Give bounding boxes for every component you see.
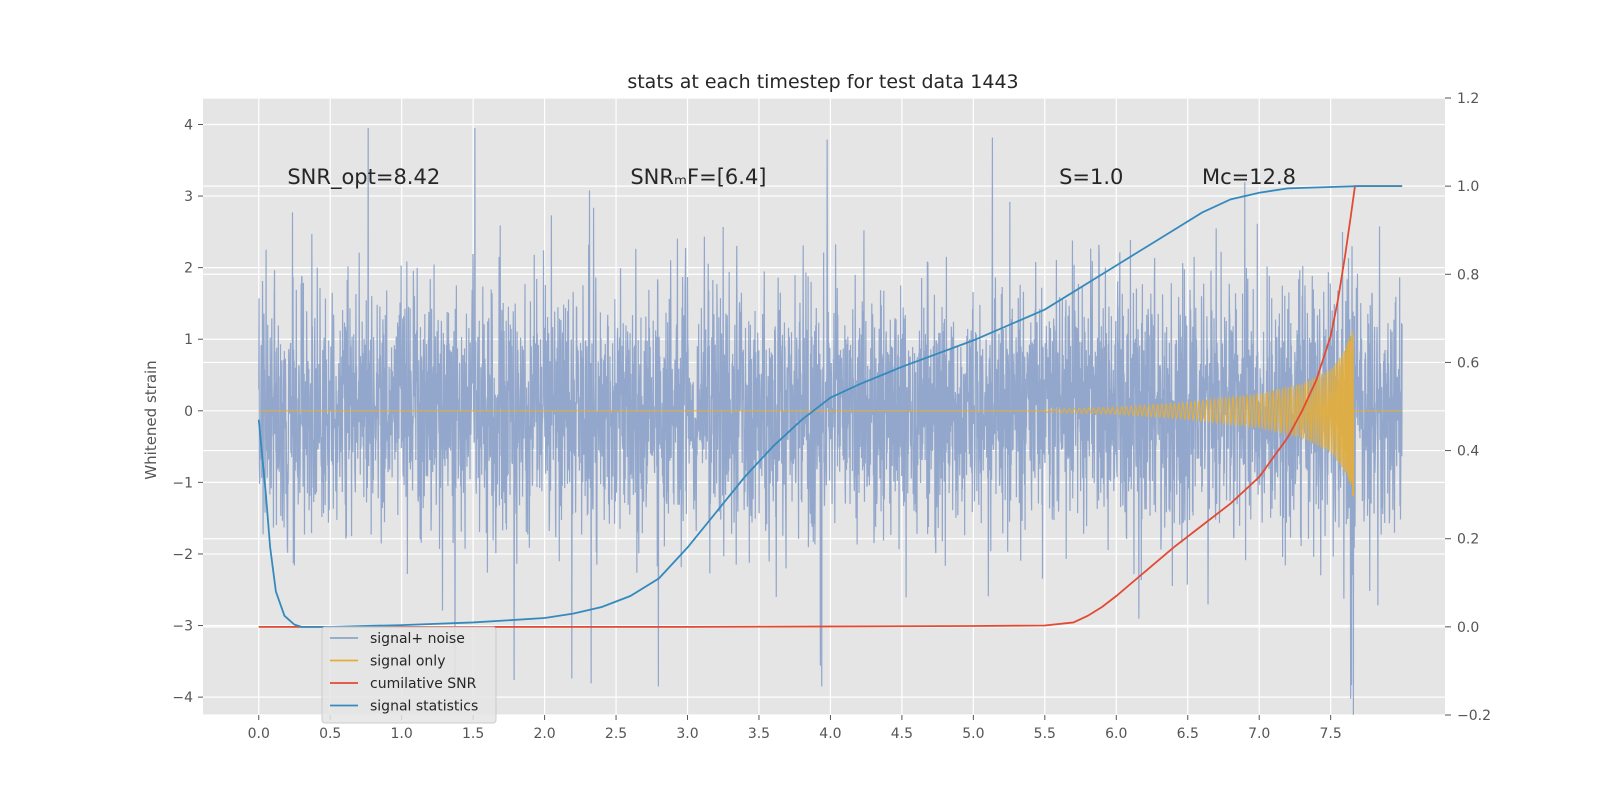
x-tick-label: 4.0: [819, 726, 841, 742]
x-tick-label: 7.5: [1320, 726, 1342, 742]
y-tick-label: 1: [184, 332, 193, 348]
y-tick-label: −1: [172, 475, 193, 491]
x-tick-label: 3.5: [748, 726, 770, 742]
series-signal-statistics-line: [257, 185, 1403, 628]
y-tick-label: 2: [184, 261, 193, 277]
x-tick-label: 0.0: [248, 726, 270, 742]
y2-tick-label: 0.0: [1457, 620, 1479, 636]
y2-tick-label: 0.4: [1457, 444, 1479, 460]
x-tick-label: 5.5: [1034, 726, 1056, 742]
annotation-snr-opt: SNR_opt=8.42: [287, 165, 440, 190]
annotations: SNR_opt=8.42 SNRₘF=[6.4] S=1.0 Mc=12.8: [287, 165, 1296, 190]
y2-tick-label: 0.8: [1457, 267, 1479, 283]
x-tick-label: 6.5: [1177, 726, 1199, 742]
y-axis-right: −0.2 0.0 0.2 0.4 0.6 0.8 1.0 1.2: [1445, 91, 1491, 724]
legend-label: signal+ noise: [370, 631, 465, 647]
legend-label: signal statistics: [370, 699, 478, 715]
y-tick-label: −3: [172, 619, 193, 635]
chart-title: stats at each timestep for test data 144…: [627, 71, 1018, 93]
y-tick-label: 3: [184, 189, 193, 205]
x-tick-label: 2.0: [533, 726, 555, 742]
x-tick-label: 4.5: [891, 726, 913, 742]
y2-tick-label: 1.0: [1457, 179, 1479, 195]
y2-tick-label: 0.2: [1457, 532, 1479, 548]
x-axis: 0.0 0.5 1.0 1.5 2.0 2.5 3.0 3.5 4.0 4.5 5.0 5.5 6.0 6…: [248, 715, 1342, 742]
y-tick-label: −4: [172, 690, 193, 706]
y-axis-left: −4 −3 −2 −1 0 1 2 3 4: [172, 117, 203, 706]
x-tick-label: 1.0: [391, 726, 413, 742]
series-signal-only-line: [258, 330, 1403, 497]
x-tick-label: 7.0: [1248, 726, 1270, 742]
x-tick-label: 5.0: [962, 726, 984, 742]
series-signal-noise-line: [258, 128, 1403, 715]
x-tick-label: 0.5: [319, 726, 341, 742]
legend-box: [321, 626, 497, 724]
annotation-s-value: S=1.0: [1059, 165, 1123, 189]
x-tick-label: 3.0: [676, 726, 698, 742]
legend-label: cumilative SNR: [370, 676, 477, 692]
x-tick-label: 1.5: [462, 726, 484, 742]
y2-tick-label: 0.6: [1457, 355, 1479, 371]
series-cumulative-snr-line: [258, 185, 1403, 628]
legend-label: signal only: [370, 654, 445, 670]
y-tick-label: 0: [184, 404, 193, 420]
annotation-mc-value: Mc=12.8: [1202, 165, 1296, 189]
y-axis-label: Whitened strain: [142, 360, 160, 479]
y2-tick-label: −0.2: [1457, 708, 1491, 724]
x-tick-label: 2.5: [605, 726, 627, 742]
x-tick-label: 6.0: [1105, 726, 1127, 742]
legend: signal+ noise signal only cumilative SNR si…: [321, 626, 497, 724]
y2-tick-label: 1.2: [1457, 91, 1479, 107]
y-tick-label: −2: [172, 547, 193, 563]
y-tick-label: 4: [184, 117, 193, 133]
series-layer: [257, 128, 1403, 715]
annotation-snr-mf: SNRₘF=[6.4]: [630, 165, 766, 189]
